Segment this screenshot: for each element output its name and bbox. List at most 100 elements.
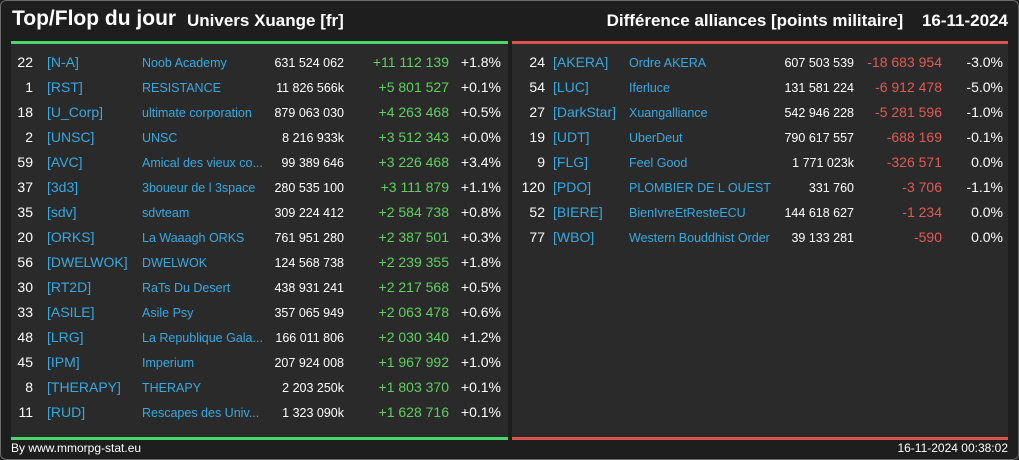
alliance-tag-link[interactable]: [BIERE]: [553, 204, 603, 220]
alliance-tag-link[interactable]: [DarkStar]: [553, 104, 617, 120]
alliance-name-link[interactable]: sdvteam: [142, 206, 190, 220]
flop-row: 77 [WBO] Western Bouddhist Order 39 133 281…: [512, 224, 1008, 249]
percent-change: +1.1%: [460, 179, 501, 195]
alliance-name-link[interactable]: La Waaagh ORKS: [142, 231, 245, 245]
points-difference: -18 683 954: [867, 54, 942, 70]
points-difference: +3 226 468: [378, 154, 449, 170]
alliance-rank: 37: [17, 179, 33, 195]
percent-change: -5.0%: [966, 79, 1003, 95]
top-row: 37 [3d3] 3boueur de l 3space 280 535 100 +3 …: [11, 174, 508, 199]
alliance-name-link[interactable]: Noob Academy: [142, 56, 227, 70]
alliance-rank: 8: [25, 379, 33, 395]
flop-list: 24 [AKERA] Ordre AKERA 607 503 539 -18 683 9…: [512, 49, 1008, 249]
alliance-name-link[interactable]: Amical des vieux co...: [142, 156, 263, 170]
points-difference: +5 801 527: [378, 79, 449, 95]
percent-change: +0.1%: [460, 79, 501, 95]
percent-change: +0.8%: [460, 204, 501, 220]
alliance-tag-link[interactable]: [UDT]: [553, 129, 590, 145]
points-difference: -1 234: [902, 204, 942, 220]
alliance-tag-link[interactable]: [LUC]: [553, 79, 589, 95]
top-list: 22 [N-A] Noob Academy 631 524 062 +11 112 13…: [11, 49, 508, 424]
alliance-name-link[interactable]: RaTs Du Desert: [142, 281, 231, 295]
header: Top/Flop du jour Univers Xuange [fr] Dif…: [1, 1, 1018, 41]
alliance-name-link[interactable]: 3boueur de l 3space: [142, 181, 256, 195]
metric-label: Différence alliances [points militaire]: [606, 11, 904, 30]
percent-change: +0.1%: [460, 379, 501, 395]
alliance-tag-link[interactable]: [N-A]: [47, 54, 79, 70]
points-difference: +2 030 340: [378, 329, 449, 345]
alliance-name-link[interactable]: ultimate corporation: [142, 106, 252, 120]
top-row: 30 [RT2D] RaTs Du Desert 438 931 241 +2 217 …: [11, 274, 508, 299]
alliance-tag-link[interactable]: [RST]: [47, 79, 83, 95]
top-row: 33 [ASILE] Asile Psy 357 065 949 +2 063 478 +…: [11, 299, 508, 324]
alliance-rank: 77: [529, 229, 545, 245]
flop-row: 24 [AKERA] Ordre AKERA 607 503 539 -18 683 9…: [512, 49, 1008, 74]
percent-change: -3.0%: [966, 54, 1003, 70]
top-row: 20 [ORKS] La Waaagh ORKS 761 951 280 +2 387 …: [11, 224, 508, 249]
alliance-name-link[interactable]: Feel Good: [629, 156, 688, 170]
alliance-rank: 33: [17, 304, 33, 320]
percent-change: 0.0%: [971, 204, 1003, 220]
alliance-points: 631 524 062: [274, 56, 344, 70]
alliance-rank: 59: [17, 154, 33, 170]
alliance-name-link[interactable]: Xuangalliance: [629, 106, 708, 120]
alliance-name-link[interactable]: RESISTANCE: [142, 81, 221, 95]
alliance-name-link[interactable]: UNSC: [142, 131, 178, 145]
alliance-tag-link[interactable]: [3d3]: [47, 179, 79, 195]
alliance-points: 357 065 949: [274, 306, 344, 320]
percent-change: +0.3%: [460, 229, 501, 245]
percent-change: 0.0%: [971, 229, 1003, 245]
points-difference: +3 512 343: [378, 129, 449, 145]
alliance-tag-link[interactable]: [IPM]: [47, 354, 80, 370]
header-right: Différence alliances [points militaire] …: [607, 11, 1008, 31]
points-difference: -6 912 478: [875, 79, 942, 95]
percent-change: +0.1%: [460, 404, 501, 420]
alliance-name-link[interactable]: Imperium: [142, 356, 195, 370]
alliance-name-link[interactable]: BienIvreEtResteECU: [629, 206, 746, 220]
alliance-points: 2 203 250k: [282, 381, 344, 395]
top-row: 59 [AVC] Amical des vieux co... 99 389 646 +…: [11, 149, 508, 174]
source-credit: By www.mmorpg-stat.eu: [11, 441, 142, 455]
percent-change: -1.1%: [966, 179, 1003, 195]
percent-change: +1.2%: [460, 329, 501, 345]
flop-panel: 24 [AKERA] Ordre AKERA 607 503 539 -18 683 9…: [512, 41, 1008, 440]
alliance-tag-link[interactable]: [UNSC]: [47, 129, 95, 145]
alliance-points: 11 826 566k: [276, 81, 344, 95]
alliance-tag-link[interactable]: [LRG]: [47, 329, 84, 345]
alliance-tag-link[interactable]: [RT2D]: [47, 279, 92, 295]
alliance-tag-link[interactable]: [ORKS]: [47, 229, 95, 245]
alliance-rank: 9: [537, 154, 545, 170]
alliance-rank: 27: [529, 104, 545, 120]
alliance-points: 166 011 806: [275, 331, 344, 345]
alliance-tag-link[interactable]: [ASILE]: [47, 304, 95, 320]
alliance-points: 879 063 030: [274, 106, 344, 120]
points-difference: -326 571: [886, 154, 942, 170]
alliance-points: 144 618 627: [784, 206, 854, 220]
alliance-points: 99 389 646: [281, 156, 344, 170]
alliance-name-link[interactable]: DWELWOK: [142, 256, 208, 270]
points-difference: +2 584 738: [378, 204, 449, 220]
alliance-tag-link[interactable]: [AKERA]: [553, 54, 609, 70]
alliance-tag-link[interactable]: [sdv]: [47, 204, 77, 220]
top-row: 2 [UNSC] UNSC 8 216 933k +3 512 343 +0.0%: [11, 124, 508, 149]
alliance-name-link[interactable]: Asile Psy: [142, 306, 194, 320]
alliance-name-link[interactable]: La Republique Gala...: [142, 331, 263, 345]
top-row: 22 [N-A] Noob Academy 631 524 062 +11 112 13…: [11, 49, 508, 74]
alliance-name-link[interactable]: Ordre AKERA: [629, 56, 707, 70]
alliance-name-link[interactable]: PLOMBIER DE L OUEST: [629, 181, 771, 195]
alliance-tag-link[interactable]: [RUD]: [47, 404, 86, 420]
alliance-rank: 11: [18, 404, 33, 420]
alliance-name-link[interactable]: Iferluce: [629, 81, 670, 95]
alliance-name-link[interactable]: Western Bouddhist Order: [629, 231, 770, 245]
alliance-rank: 45: [17, 354, 33, 370]
alliance-tag-link[interactable]: [DWELWOK]: [47, 254, 128, 270]
alliance-name-link[interactable]: Rescapes des Univ...: [142, 406, 260, 420]
alliance-tag-link[interactable]: [U_Corp]: [47, 104, 104, 120]
alliance-tag-link[interactable]: [AVC]: [47, 154, 83, 170]
alliance-name-link[interactable]: THERAPY: [142, 381, 202, 395]
alliance-tag-link[interactable]: [THERAPY]: [47, 379, 121, 395]
alliance-tag-link[interactable]: [FLG]: [553, 154, 589, 170]
alliance-name-link[interactable]: UberDeut: [629, 131, 683, 145]
alliance-tag-link[interactable]: [PDO]: [553, 179, 592, 195]
alliance-tag-link[interactable]: [WBO]: [553, 229, 595, 245]
